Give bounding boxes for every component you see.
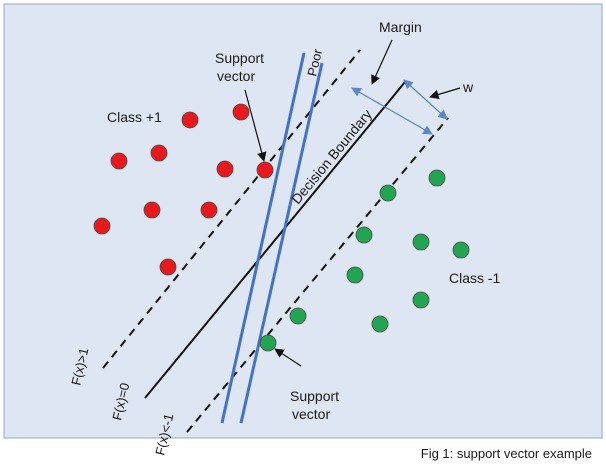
class-positive-point bbox=[256, 161, 274, 179]
w-arrow bbox=[403, 79, 448, 120]
class-positive-point bbox=[200, 201, 218, 219]
poor-line-right bbox=[239, 62, 324, 424]
decision-boundary-line bbox=[144, 81, 406, 399]
class-negative-points bbox=[259, 169, 470, 352]
class-negative-point bbox=[412, 233, 430, 251]
class-positive-point bbox=[232, 103, 250, 121]
class-negative-point bbox=[452, 241, 470, 259]
poor-line-left bbox=[220, 52, 306, 424]
class-positive-point bbox=[93, 217, 111, 235]
poor-label: Poor bbox=[304, 47, 325, 78]
class-negative-label: Class -1 bbox=[449, 270, 501, 286]
support-vector-top-pointer bbox=[244, 89, 267, 162]
class-positive-point bbox=[150, 144, 168, 162]
support-vector-bottom-pointer bbox=[274, 348, 302, 367]
margin-label: Margin bbox=[379, 19, 422, 35]
class-negative-point bbox=[259, 334, 277, 352]
class-negative-point bbox=[379, 184, 397, 202]
class-negative-point bbox=[371, 315, 389, 333]
class-positive-point bbox=[143, 201, 161, 219]
class-positive-point bbox=[216, 160, 234, 178]
diagram-panel bbox=[3, 3, 603, 439]
support-vector-bottom-label-2: vector bbox=[292, 406, 330, 422]
class-positive-label: Class +1 bbox=[107, 109, 162, 125]
class-negative-point bbox=[412, 291, 430, 309]
class-positive-point bbox=[110, 152, 128, 170]
w-pointer bbox=[429, 87, 461, 100]
support-vector-top-label: Support bbox=[215, 50, 264, 66]
support-vector-bottom-label: Support bbox=[290, 388, 339, 404]
class-negative-point bbox=[355, 226, 373, 244]
support-vector-top-label-2: vector bbox=[217, 68, 255, 84]
margin-arrow bbox=[351, 87, 433, 135]
class-negative-point bbox=[428, 169, 446, 187]
figure-caption: Fig 1: support vector example bbox=[420, 446, 592, 461]
positive-margin-line bbox=[102, 49, 361, 369]
negative-margin-line bbox=[186, 117, 449, 433]
class-positive-point bbox=[159, 258, 177, 276]
class-negative-point bbox=[346, 266, 364, 284]
margin-pointer bbox=[371, 39, 393, 85]
class-positive-point bbox=[181, 111, 199, 129]
class-negative-point bbox=[289, 307, 307, 325]
w-label: w bbox=[462, 79, 474, 95]
class-positive-points bbox=[93, 103, 274, 276]
